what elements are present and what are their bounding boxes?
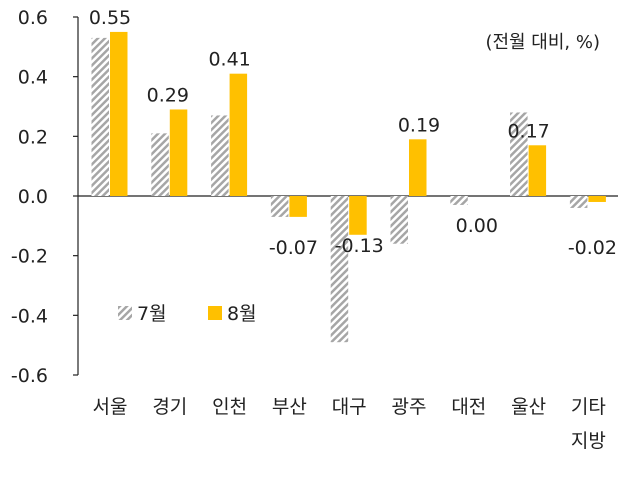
y-tick-label: 0.4	[18, 67, 48, 89]
x-category-label: 대구	[332, 396, 367, 418]
data-label: 0.55	[89, 7, 131, 29]
y-tick-label: 0.0	[18, 186, 48, 208]
y-tick-label: 0.6	[18, 7, 48, 29]
bar-aug	[229, 73, 248, 196]
data-label: -0.02	[568, 237, 617, 259]
bar-jul	[211, 115, 229, 196]
axes: 0.6 0.4 0.2 0.0 -0.2 -0.4 -0.6 서울 경기 인천 부산 대구 광주 대전 울산…	[11, 7, 618, 452]
legend-swatch-aug	[208, 306, 222, 320]
x-category-label: 인천	[212, 396, 247, 418]
legend-label-aug: 8월	[227, 303, 257, 325]
x-category-label: 부산	[272, 396, 307, 418]
data-label: 0.00	[456, 215, 498, 237]
y-tick-label: -0.4	[11, 305, 48, 327]
bar-jul	[390, 196, 408, 244]
bar-jul	[569, 196, 588, 208]
bar-jul	[450, 196, 468, 205]
data-labels: 0.55 0.29 0.41 -0.07 -0.13 0.19 0.00 0.17 -0.02	[89, 7, 617, 259]
y-tick-label: -0.2	[11, 246, 48, 268]
legend-label-jul: 7월	[137, 303, 167, 325]
bar-jul	[91, 37, 109, 197]
legend: 7월 8월	[118, 303, 257, 325]
x-category-label: 기타	[571, 396, 606, 418]
x-category-label: 울산	[511, 396, 546, 418]
x-category-label: 대전	[451, 396, 486, 418]
x-category-label: 지방	[571, 430, 606, 452]
bar-aug	[110, 31, 128, 196]
legend-swatch-jul	[118, 306, 132, 320]
data-label: 0.19	[398, 114, 440, 136]
data-label: -0.07	[269, 237, 318, 259]
bar-aug	[409, 139, 427, 196]
data-label: 0.41	[208, 49, 250, 71]
bar-jul	[151, 133, 169, 196]
bar-jul	[330, 196, 349, 343]
bar-jul	[270, 196, 289, 217]
bar-aug	[289, 196, 307, 217]
data-label: 0.17	[507, 120, 549, 142]
data-label: 0.29	[147, 84, 189, 106]
bar-aug	[528, 145, 547, 196]
bar-aug	[588, 196, 606, 202]
bar-aug	[349, 196, 367, 235]
y-tick-label: -0.6	[11, 365, 48, 387]
unit-label: (전월 대비, %)	[485, 32, 600, 53]
x-category-label: 경기	[152, 396, 187, 418]
x-category-label: 서울	[93, 396, 128, 418]
data-label: -0.13	[335, 235, 384, 257]
x-category-label: 광주	[392, 396, 427, 418]
y-tick-label: 0.2	[18, 126, 48, 148]
bar-aug	[169, 109, 188, 196]
bar-jul	[510, 112, 528, 196]
bars	[91, 31, 606, 343]
